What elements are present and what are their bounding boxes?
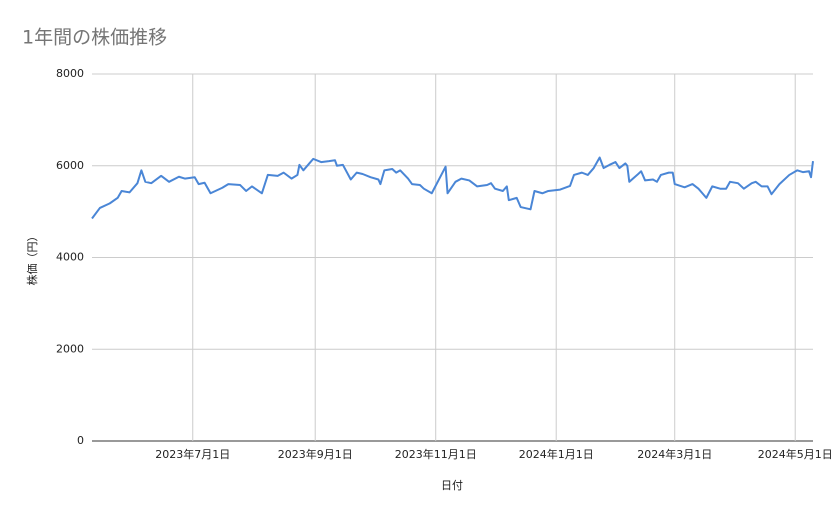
x-tick-label: 2024年5月1日 [758, 447, 833, 461]
y-tick-label: 2000 [56, 342, 84, 355]
y-tick-label: 0 [77, 434, 84, 447]
x-tick-label: 2023年7月1日 [155, 447, 230, 461]
x-tick-label: 2024年1月1日 [519, 447, 594, 461]
y-tick-label: 6000 [56, 159, 84, 172]
line [91, 156, 814, 220]
x-tick-label: 2024年3月1日 [637, 447, 712, 461]
y-axis-label: 株価（円） [25, 231, 39, 286]
y-tick-label: 8000 [56, 67, 84, 80]
chart-title: 1年間の株価推移 [22, 27, 167, 49]
y-tick-label: 4000 [56, 251, 84, 264]
x-tick-label: 2023年9月1日 [278, 447, 353, 461]
x-tick-label: 2023年11月1日 [395, 447, 477, 461]
x-axis-label: 日付 [441, 479, 463, 492]
